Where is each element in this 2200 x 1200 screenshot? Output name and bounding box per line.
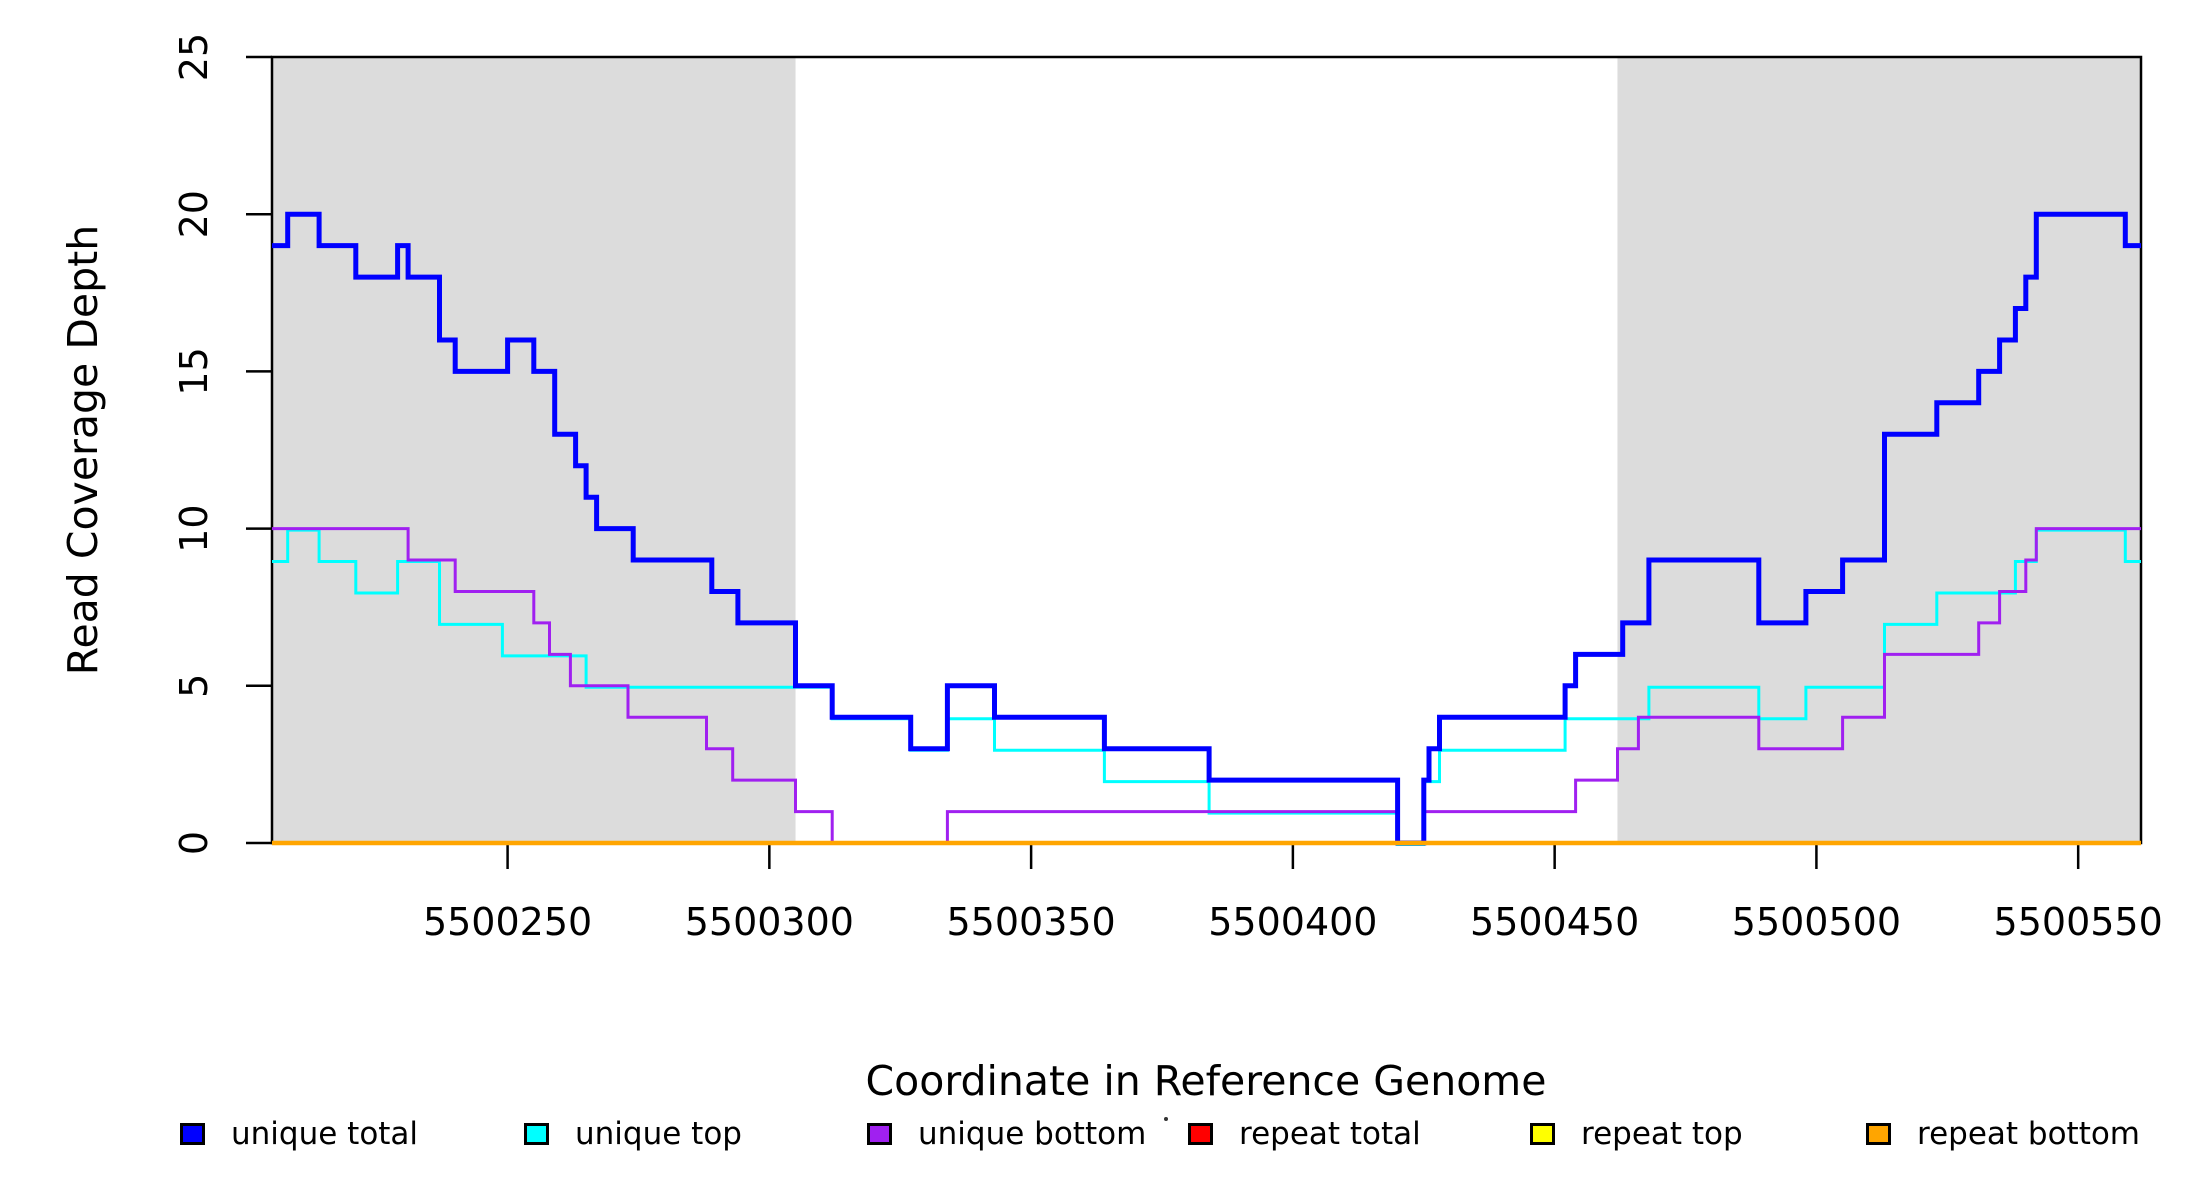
axes: 5500250 5500300 5500350 5500400 5500450 55005… — [172, 33, 2163, 944]
repeat-region-shading — [272, 57, 2141, 843]
legend-swatch-unique-total — [180, 1123, 205, 1145]
legend-swatch-unique-top — [524, 1123, 549, 1145]
x-tick-label: 5500450 — [1470, 900, 1639, 944]
x-tick-label: 5500350 — [946, 900, 1115, 944]
series-lines — [272, 211, 2141, 846]
y-tick-label: 0 — [172, 831, 216, 855]
repeat-region-right — [1617, 57, 2141, 843]
legend-label: unique bottom — [918, 1116, 1147, 1152]
stray-dot — [1164, 1117, 1168, 1121]
legend-swatch-repeat-total — [1188, 1123, 1213, 1145]
y-tick-label: 25 — [172, 33, 216, 81]
legend-label: repeat bottom — [1917, 1116, 2141, 1152]
x-tick-label: 5500300 — [685, 900, 854, 944]
x-tick-label: 5500500 — [1732, 900, 1901, 944]
x-tick-label: 5500550 — [1994, 900, 2163, 944]
legend-label: repeat total — [1239, 1116, 1421, 1152]
legend-label: unique top — [575, 1116, 742, 1152]
legend-item-unique-bottom: unique bottom — [867, 1112, 1146, 1156]
y-tick-label: 15 — [172, 347, 216, 395]
legend-item-repeat-total: repeat total — [1188, 1112, 1421, 1156]
legend-label: unique total — [231, 1116, 419, 1152]
legend-item-repeat-bottom: repeat bottom — [1866, 1112, 2140, 1156]
x-tick-label: 5500400 — [1208, 900, 1377, 944]
y-tick-label: 20 — [172, 190, 216, 238]
legend-swatch-repeat-top — [1530, 1123, 1555, 1145]
series-unique-total — [272, 211, 2141, 846]
legend-item-unique-total: unique total — [180, 1112, 418, 1156]
legend-item-repeat-top: repeat top — [1530, 1112, 1743, 1156]
y-axis-title: Read Coverage Depth — [59, 225, 107, 675]
legend: unique total unique top unique bottom repea… — [0, 1112, 2200, 1172]
y-tick-label: 5 — [172, 674, 216, 698]
repeat-region-left — [272, 57, 796, 843]
y-tick-label: 10 — [172, 504, 216, 552]
legend-item-unique-top: unique top — [524, 1112, 742, 1156]
legend-swatch-repeat-bottom — [1866, 1123, 1891, 1145]
legend-label: repeat top — [1581, 1116, 1743, 1152]
x-tick-label: 5500250 — [423, 900, 592, 944]
legend-swatch-unique-bottom — [867, 1123, 892, 1145]
x-axis-title: Coordinate in Reference Genome — [866, 1057, 1547, 1105]
